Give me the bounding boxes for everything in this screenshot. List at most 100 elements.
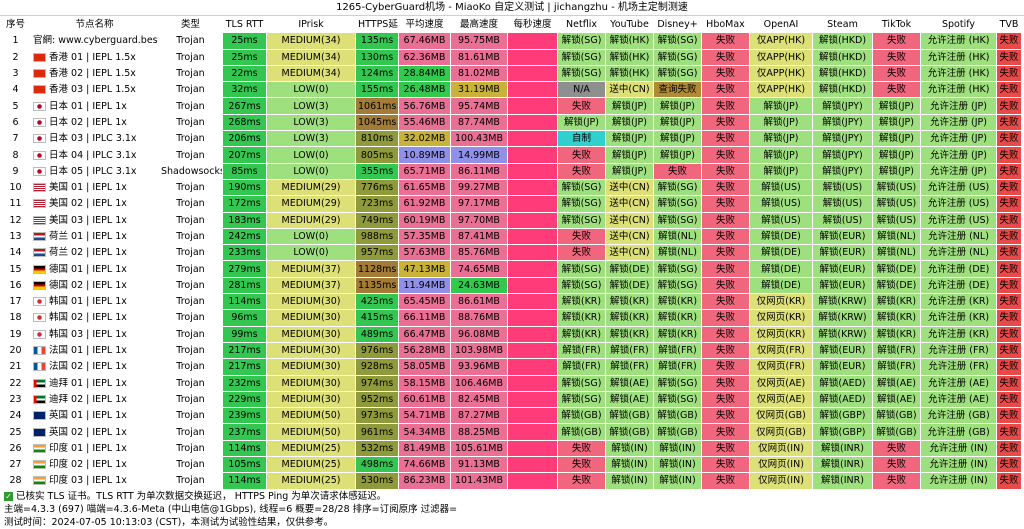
n-cell: 16 <box>1 277 31 293</box>
avg-cell: 61.65MB <box>399 179 451 195</box>
rtt-cell: 237ms <box>223 424 267 440</box>
tvb-cell: 失败 <box>997 342 1022 358</box>
n-cell: 26 <box>1 440 31 456</box>
ai-cell: 仅APP(HK) <box>750 49 813 65</box>
n-cell: 13 <box>1 228 31 244</box>
avg-cell: 66.47MB <box>399 326 451 342</box>
avg-cell: 81.49MB <box>399 440 451 456</box>
tt-cell: 解锁(NL) <box>873 245 921 261</box>
https-cell: 805ms <box>356 147 399 163</box>
avg-cell: 28.84MB <box>399 65 451 81</box>
risk-cell: LOW(0) <box>267 147 356 163</box>
ai-cell: 解锁(JP) <box>750 98 813 114</box>
hbo-cell: 失败 <box>702 359 750 375</box>
column-header: TVB <box>997 17 1022 33</box>
https-cell: 1045ms <box>356 114 399 130</box>
type-cell: Trojan <box>159 228 223 244</box>
steam-cell: 解锁(US) <box>813 196 873 212</box>
avg-cell: 56.28MB <box>399 342 451 358</box>
https-cell: 973ms <box>356 408 399 424</box>
column-header: HboMax <box>702 17 750 33</box>
flag-gb-icon <box>33 428 46 437</box>
dp-cell: 失败 <box>654 163 702 179</box>
dp-cell: 解锁(SG) <box>654 65 702 81</box>
dp-cell: 解锁(FR) <box>654 342 702 358</box>
type-cell: Trojan <box>159 277 223 293</box>
steam-cell: 解锁(JPY) <box>813 114 873 130</box>
column-header: 每秒速度 <box>508 17 558 33</box>
risk-cell: MEDIUM(25) <box>267 473 356 489</box>
flag-nl-icon <box>33 232 46 241</box>
redacted-cell <box>508 163 558 179</box>
rtt-cell: 25ms <box>223 33 267 49</box>
hbo-cell: 失败 <box>702 179 750 195</box>
steam-cell: 解锁(EUR) <box>813 277 873 293</box>
dp-cell: 解锁(GB) <box>654 408 702 424</box>
nf-cell: 解锁(JP) <box>558 114 606 130</box>
dp-cell: 解锁(JP) <box>654 131 702 147</box>
max-cell: 87.27MB <box>451 408 508 424</box>
node-name-cell: 美国 01 | IEPL 1x <box>31 179 159 195</box>
column-header: OpenAI <box>750 17 813 33</box>
rtt-cell: 268ms <box>223 114 267 130</box>
steam-cell: 解锁(KRW) <box>813 326 873 342</box>
ai-cell: 仅APP(HK) <box>750 33 813 49</box>
tvb-cell: 失败 <box>997 179 1022 195</box>
max-cell: 82.45MB <box>451 391 508 407</box>
tvb-cell: 失败 <box>997 294 1022 310</box>
risk-cell: MEDIUM(37) <box>267 261 356 277</box>
redacted-cell <box>508 33 558 49</box>
tvb-cell: 失败 <box>997 473 1022 489</box>
risk-cell: LOW(0) <box>267 245 356 261</box>
flag-jp-icon <box>33 134 46 143</box>
yt-cell: 解锁(HK) <box>606 65 654 81</box>
https-cell: 1061ms <box>356 98 399 114</box>
hbo-cell: 失败 <box>702 424 750 440</box>
tvb-cell: 失败 <box>997 424 1022 440</box>
tt-cell: 解锁(KR) <box>873 326 921 342</box>
nf-cell: 解锁(SG) <box>558 391 606 407</box>
n-cell: 2 <box>1 49 31 65</box>
steam-cell: 解锁(HKD) <box>813 82 873 98</box>
dp-cell: 解锁(IN) <box>654 473 702 489</box>
n-cell: 8 <box>1 147 31 163</box>
risk-cell: MEDIUM(30) <box>267 310 356 326</box>
hbo-cell: 失败 <box>702 114 750 130</box>
nf-cell: 失败 <box>558 228 606 244</box>
tvb-cell: 失败 <box>997 114 1022 130</box>
ai-cell: 仅网页(GB) <box>750 408 813 424</box>
rtt-cell: 242ms <box>223 228 267 244</box>
steam-cell: 解锁(INR) <box>813 473 873 489</box>
avg-cell: 66.11MB <box>399 310 451 326</box>
avg-cell: 26.48MB <box>399 82 451 98</box>
rtt-cell: 279ms <box>223 261 267 277</box>
rtt-cell: 22ms <box>223 65 267 81</box>
redacted-cell <box>508 49 558 65</box>
flag-jp-icon <box>33 151 46 160</box>
steam-cell: 解锁(JPY) <box>813 98 873 114</box>
column-header: Spotify <box>921 17 997 33</box>
https-cell: 749ms <box>356 212 399 228</box>
tvb-cell: 失败 <box>997 33 1022 49</box>
https-cell: 124ms <box>356 65 399 81</box>
hbo-cell: 失败 <box>702 457 750 473</box>
sp-cell: 允许注册 (HK) <box>921 65 997 81</box>
risk-cell: MEDIUM(50) <box>267 424 356 440</box>
redacted-cell <box>508 228 558 244</box>
ai-cell: 仅网页(KR) <box>750 326 813 342</box>
tvb-cell: 失败 <box>997 277 1022 293</box>
sp-cell: 允许注册 (HK) <box>921 49 997 65</box>
node-name-cell: 香港 01 | IEPL 1.5x <box>31 49 159 65</box>
https-cell: 425ms <box>356 294 399 310</box>
node-name-cell: 日本 02 | IEPL 1x <box>31 114 159 130</box>
max-cell: 88.25MB <box>451 424 508 440</box>
flag-de-icon <box>33 281 46 290</box>
ai-cell: 仅网页(IN) <box>750 440 813 456</box>
hbo-cell: 失败 <box>702 33 750 49</box>
yt-cell: 解锁(GB) <box>606 408 654 424</box>
https-cell: 498ms <box>356 457 399 473</box>
